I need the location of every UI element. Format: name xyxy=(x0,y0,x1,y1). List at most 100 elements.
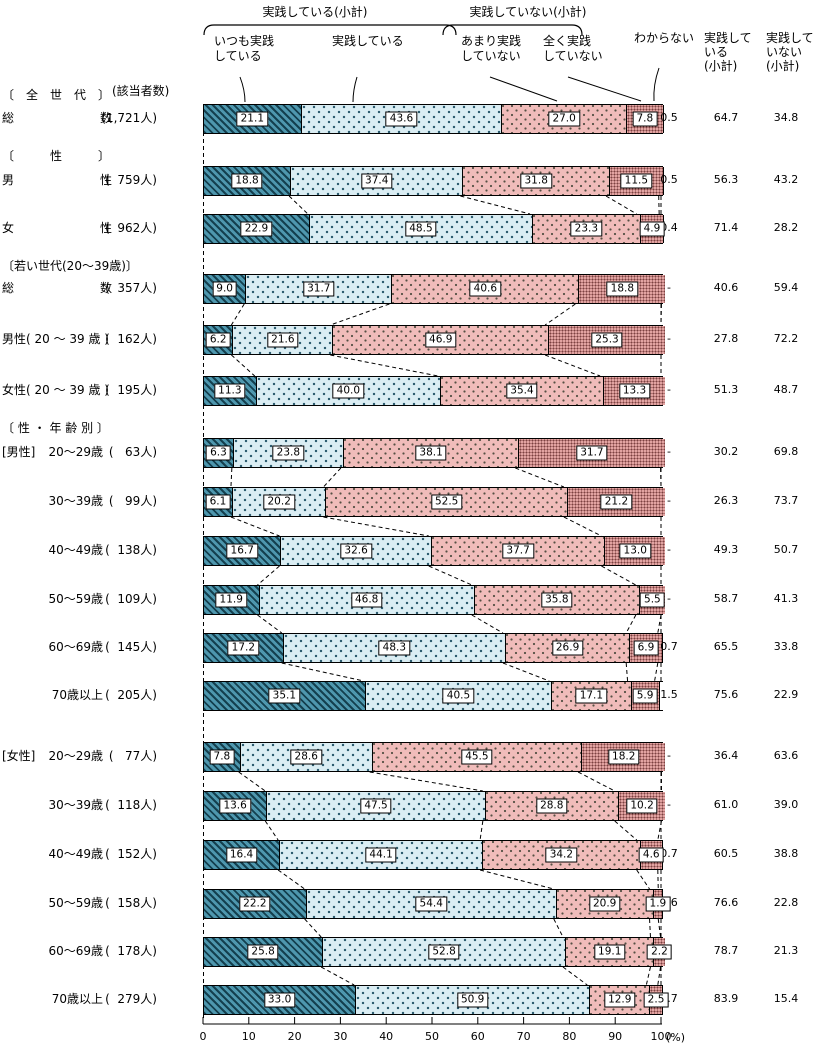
dontknow-value: 0.7 xyxy=(660,847,678,860)
bar-segment-never: 18.2 xyxy=(581,743,666,771)
dontknow-value: - xyxy=(667,798,671,811)
subtotal-yes-value: 78.7 xyxy=(713,944,739,957)
bar-segment-never: 21.2 xyxy=(566,488,665,516)
segment-value-label: 21.2 xyxy=(600,494,633,510)
connector-line xyxy=(471,614,504,634)
bar-segment-notmuch: 31.8 xyxy=(462,167,610,195)
stacked-bar: 9.0 31.7 40.6 18.8 xyxy=(203,274,666,304)
segment-value-label: 31.7 xyxy=(303,281,335,297)
segment-value-label: 38.1 xyxy=(415,445,447,461)
row-respondent-count: ( 77人) xyxy=(108,749,157,763)
bar-segment-never: 18.8 xyxy=(578,275,666,303)
row-label: [男性] 20〜29歳 ( 63人) xyxy=(0,438,200,466)
section-header: 〔若い世代(20〜39歳)〕 xyxy=(2,259,138,273)
row-label-char: 女 xyxy=(2,221,15,235)
connector-line xyxy=(479,869,554,890)
segment-value-label: 4.6 xyxy=(638,847,664,863)
subtotal-no-value: 69.8 xyxy=(773,445,799,458)
segment-value-label: 13.0 xyxy=(619,543,651,559)
connector-line xyxy=(636,869,650,890)
bar-segment-practice: 32.6 xyxy=(280,537,431,565)
leader-line-notmuch xyxy=(489,76,558,102)
row-label-char: 数 xyxy=(99,281,112,295)
segment-value-label: 40.0 xyxy=(332,383,365,399)
segment-value-label: 45.5 xyxy=(461,749,493,765)
chart-row: 女性( 962人) 22.9 48.5 23.3 4.9 0.4 71.4 28.2 xyxy=(0,214,826,244)
bar-segment-practice: 28.6 xyxy=(239,743,372,771)
connector-line xyxy=(323,516,429,537)
segment-value-label: 40.6 xyxy=(469,281,502,297)
subtotal-no-value: 39.0 xyxy=(773,798,799,811)
segment-value-label: 20.2 xyxy=(263,494,295,510)
bar-segment-practice: 48.3 xyxy=(282,634,505,662)
subtotal-yes-value: 83.9 xyxy=(713,992,739,1005)
subtotal-yes-value: 64.7 xyxy=(713,111,739,124)
row-respondent-count: ( 118人) xyxy=(105,798,157,812)
connector-line xyxy=(625,614,637,634)
dontknow-value: - xyxy=(667,494,671,507)
segment-value-label: 46.8 xyxy=(350,592,383,608)
bar-segment-always: 25.8 xyxy=(204,938,323,966)
row-label: 70歳以上( 205人) xyxy=(0,681,200,709)
chart-row: 70歳以上( 279人) 33.0 50.9 12.9 2.5 0.7 83.9 15.4 xyxy=(0,985,826,1015)
bar-segment-dontknow xyxy=(662,167,666,195)
subtotal-no-value: 21.3 xyxy=(773,944,799,957)
subtotal-yes-value: 36.4 xyxy=(713,749,739,762)
connector-line xyxy=(277,869,305,890)
chart-row: 40〜49歳( 152人) 16.4 44.1 34.2 4.6 0.7 60.5 38.8 xyxy=(0,840,826,870)
bar-segment-never: 2.2 xyxy=(647,938,672,966)
section-header: 〔 性 ・ 年 齢 別 〕 xyxy=(2,421,109,435)
bar-segment-always: 6.2 xyxy=(204,326,233,354)
bar-segment-dontknow xyxy=(662,105,666,133)
segment-value-label: 34.2 xyxy=(545,847,578,863)
segment-value-label: 9.0 xyxy=(212,281,237,297)
bar-segment-always: 18.8 xyxy=(204,167,291,195)
leader-line-never xyxy=(567,76,642,102)
segment-value-label: 17.1 xyxy=(575,688,608,704)
axis-tick-label: 10 xyxy=(241,1030,256,1043)
bar-segment-practice: 20.2 xyxy=(231,488,326,516)
connector-line xyxy=(460,195,531,215)
stacked-bar: 35.1 40.5 17.1 5.9 xyxy=(203,681,667,711)
axis-tick-label: 50 xyxy=(425,1030,439,1043)
legend-practicing: 実践している xyxy=(332,34,404,48)
row-respondent-count: ( 195人) xyxy=(105,383,157,397)
bar-segment-notmuch: 35.4 xyxy=(439,377,604,405)
row-respondent-count: ( 162人) xyxy=(105,332,157,346)
segment-value-label: 2.5 xyxy=(643,992,669,1008)
connector-line xyxy=(281,662,364,682)
row-label: 60〜69歳( 145人) xyxy=(0,633,200,661)
row-respondent-count: ( 152人) xyxy=(105,847,157,861)
bar-segment-never: 10.2 xyxy=(617,792,666,820)
chart-row: 30〜39歳 ( 99人) 6.1 20.2 52.5 21.2 - 26.3 73.7 xyxy=(0,487,826,517)
segment-value-label: 54.4 xyxy=(415,896,447,912)
connector-line xyxy=(479,820,484,841)
subtotal-yes-value: 65.5 xyxy=(713,640,739,653)
bar-segment-notmuch: 34.2 xyxy=(482,841,640,869)
bar-segment-always: 21.1 xyxy=(204,105,301,133)
leader-line-dontknow xyxy=(653,67,660,102)
row-label-char: 性 xyxy=(99,173,112,187)
axis-tick-label: 90 xyxy=(608,1030,623,1043)
bar-segment-notmuch: 40.6 xyxy=(391,275,579,303)
segment-value-label: 23.8 xyxy=(272,445,305,461)
bar-segment-practice: 44.1 xyxy=(279,841,483,869)
bar-segment-practice: 52.8 xyxy=(322,938,565,966)
row-respondent-count: ( 158人) xyxy=(105,896,157,910)
connector-line xyxy=(605,195,637,215)
segment-value-label: 37.7 xyxy=(502,543,534,559)
brace-practicing xyxy=(203,24,457,36)
stacked-bar: 6.2 21.6 46.9 25.3 xyxy=(203,325,665,355)
segment-value-label: 6.2 xyxy=(205,332,231,348)
chart-row: [男性] 20〜29歳 ( 63人) 6.3 23.8 38.1 31.7 - 30.2 69.8 xyxy=(0,438,826,468)
connector-line xyxy=(238,771,266,792)
bar-segment-practice: 46.8 xyxy=(258,586,474,614)
subtotal-no-value: 15.4 xyxy=(773,992,799,1005)
legend-dont-know: わからない xyxy=(634,31,695,45)
dontknow-value: - xyxy=(667,592,671,605)
bar-segment-notmuch: 46.9 xyxy=(332,326,549,354)
row-label-name: 男性( 20 〜 39 歳 ) xyxy=(2,332,109,346)
connector-line xyxy=(553,918,564,938)
bar-segment-always: 16.4 xyxy=(204,841,280,869)
axis-tick-label: 20 xyxy=(287,1030,302,1043)
